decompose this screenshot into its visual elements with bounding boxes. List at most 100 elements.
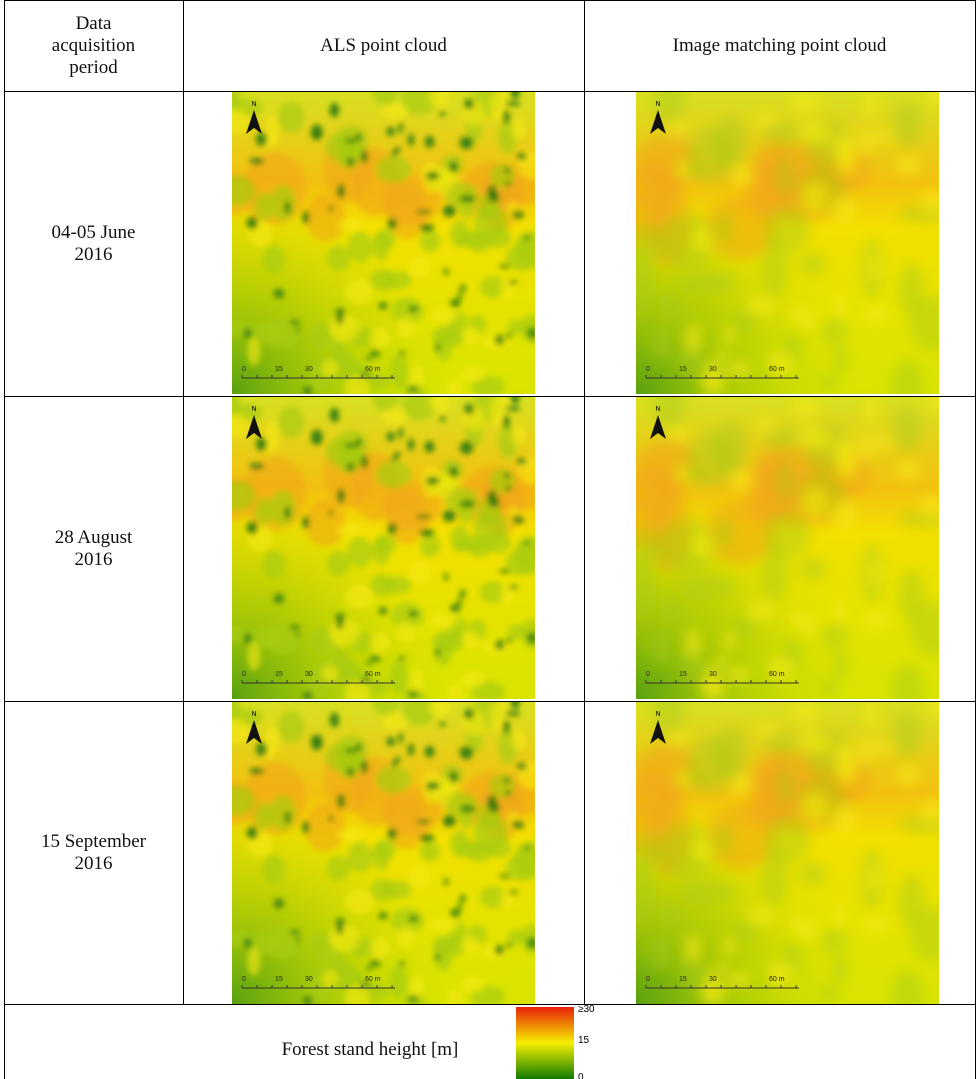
period-cell: 15 September 2016 [4,701,183,1004]
map-patch [398,351,406,356]
map-patch [337,523,363,536]
map-patch [321,969,339,988]
map-patch [355,132,362,142]
map-patch [408,610,419,618]
map-patch [505,790,512,797]
map-patch [763,122,803,145]
map-patch [506,942,512,949]
map-patch [448,161,458,173]
text-line: 2016 [74,243,113,265]
map-patch [387,828,398,840]
map-patch [329,102,340,118]
map-patch [410,974,425,1001]
map-texture [232,92,535,394]
map-patch [819,374,840,392]
map-patch [512,540,535,575]
north-label: N [251,711,256,718]
map-patch [798,426,831,449]
map-patch [457,291,462,302]
map-patch [675,771,692,788]
map-patch [344,443,357,449]
map-patch [504,167,510,174]
map-patch [505,180,512,187]
map-patch [232,480,255,511]
map-patch [489,468,515,493]
map-patch [721,632,736,650]
map-patch [328,205,334,212]
map-patch [636,773,684,818]
map-patch [449,603,461,613]
map-patch [713,518,734,550]
map-patch [391,455,398,462]
map-patch [457,496,476,524]
map-patch [337,793,346,809]
map-patch [776,766,794,806]
map-patch [511,729,526,751]
map-patch [460,671,485,688]
map-patch [375,228,397,249]
map-texture [636,702,939,1004]
map-patch [763,206,811,254]
map-patch [347,536,373,568]
map-patch [732,917,758,945]
map-patch [328,815,334,822]
map-patch [652,702,686,737]
height-map: N 0 15 30 60 m [636,92,939,394]
map-patch [398,426,403,440]
map-patch [232,785,255,816]
map-patch [344,680,370,699]
map-patch [511,424,526,446]
map-patch [766,960,795,987]
map-patch [715,959,729,973]
map-patch [443,573,449,581]
map-patch [302,210,310,225]
map-texture [232,397,535,699]
map-patch [507,624,524,641]
map-patch [232,92,241,112]
map-patch [835,132,855,160]
map-patch [659,595,682,625]
map-patch [325,437,360,467]
map-patch [232,718,250,744]
map-patch [875,739,896,755]
map-patch [424,135,435,148]
scale-label: 15 [275,671,283,678]
map-patch [328,619,361,647]
map-patch [524,539,530,546]
map-patch [459,894,466,903]
map-patch [712,725,749,780]
map-patch [415,819,432,824]
north-arrow [650,720,666,744]
map-patch [410,364,425,391]
map-patch [246,521,258,535]
map-patch [801,182,829,213]
map-patch [831,650,850,680]
map-patch [763,816,811,864]
map-patch [400,92,437,116]
map-patch [415,209,432,214]
map-patch [378,302,388,310]
north-label: N [655,406,660,413]
map-patch [489,163,515,188]
map-patch [797,252,828,276]
map-patch [232,108,250,134]
map-patch [820,317,849,345]
map-patch [791,92,819,112]
map-patch [396,621,416,643]
map-patch [763,732,803,755]
map-patch [756,112,775,128]
scale-label: 30 [709,671,717,678]
map-patch [284,505,291,520]
map-patch [390,297,424,324]
map-patch [438,416,447,422]
map-patch [321,359,339,378]
map-patch [512,845,535,880]
map-patch [436,781,461,794]
map-patch [434,648,441,657]
map-patch [419,535,441,558]
map-patch [378,912,388,920]
map-patch [511,119,526,141]
map-patch [273,898,285,909]
north-label: N [655,101,660,108]
text-line: 2016 [74,852,113,874]
